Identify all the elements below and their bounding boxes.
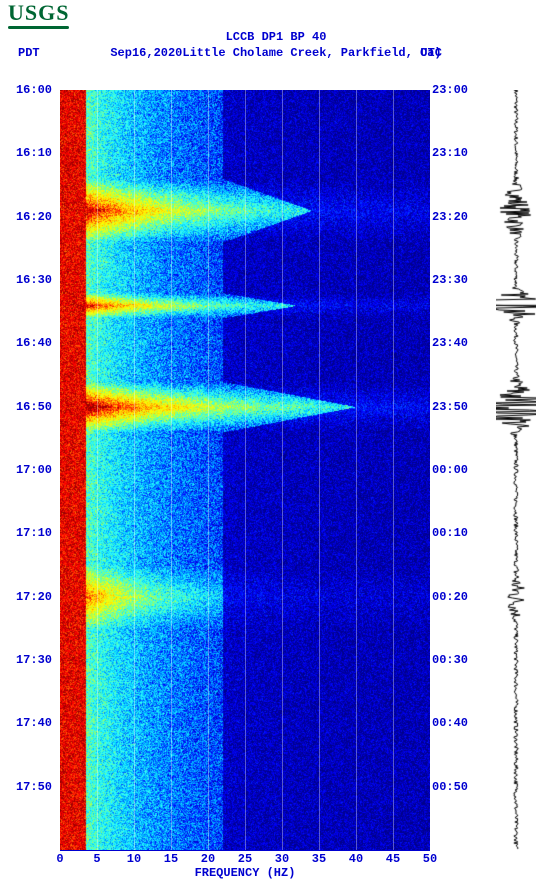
y-left-tick: 17:30 (4, 653, 52, 667)
spectrogram-plot (60, 90, 430, 850)
chart-title: LCCB DP1 BP 40 (0, 30, 552, 44)
x-tick: 25 (238, 852, 252, 866)
y-left-tick: 17:40 (4, 716, 52, 730)
y-right-tick: 00:30 (432, 653, 480, 667)
y-right-tick: 23:30 (432, 273, 480, 287)
x-tick: 5 (93, 852, 100, 866)
chart-subtitle: PDT Sep16,2020Little Cholame Creek, Park… (0, 46, 552, 60)
y-left-tick: 16:30 (4, 273, 52, 287)
x-axis-line (60, 850, 430, 851)
x-tick: 15 (164, 852, 178, 866)
tz-left-label: PDT (18, 46, 40, 60)
y-right-tick: 23:40 (432, 336, 480, 350)
waveform-canvas (496, 90, 536, 850)
y-left-tick: 17:50 (4, 780, 52, 794)
x-tick: 45 (386, 852, 400, 866)
y-left-tick: 16:50 (4, 400, 52, 414)
y-right-tick: 00:50 (432, 780, 480, 794)
y-left-tick: 16:00 (4, 83, 52, 97)
y-right-tick: 00:20 (432, 590, 480, 604)
x-tick: 0 (56, 852, 63, 866)
y-left-tick: 17:00 (4, 463, 52, 477)
x-tick: 35 (312, 852, 326, 866)
y-right-tick: 00:00 (432, 463, 480, 477)
x-axis-label: FREQUENCY (HZ) (60, 866, 430, 880)
usgs-logo-wave (8, 26, 69, 29)
waveform-plot (496, 90, 536, 850)
x-tick: 20 (201, 852, 215, 866)
y-left-tick: 16:10 (4, 146, 52, 160)
y-right-tick: 00:10 (432, 526, 480, 540)
x-tick: 40 (349, 852, 363, 866)
y-left-tick: 16:40 (4, 336, 52, 350)
x-tick: 30 (275, 852, 289, 866)
y-right-tick: 23:10 (432, 146, 480, 160)
y-right-tick: 00:40 (432, 716, 480, 730)
y-left-tick: 17:20 (4, 590, 52, 604)
y-right-tick: 23:50 (432, 400, 480, 414)
usgs-logo-text: USGS (8, 0, 69, 25)
usgs-logo: USGS (8, 2, 69, 29)
tz-right-label: UTC (420, 46, 442, 60)
y-right-tick: 23:20 (432, 210, 480, 224)
y-right-tick: 23:00 (432, 83, 480, 97)
location-label: Sep16,2020Little Cholame Creek, Parkfiel… (110, 46, 441, 60)
spectrogram-canvas (60, 90, 430, 850)
y-left-tick: 17:10 (4, 526, 52, 540)
y-left-tick: 16:20 (4, 210, 52, 224)
x-tick: 50 (423, 852, 437, 866)
x-tick: 10 (127, 852, 141, 866)
